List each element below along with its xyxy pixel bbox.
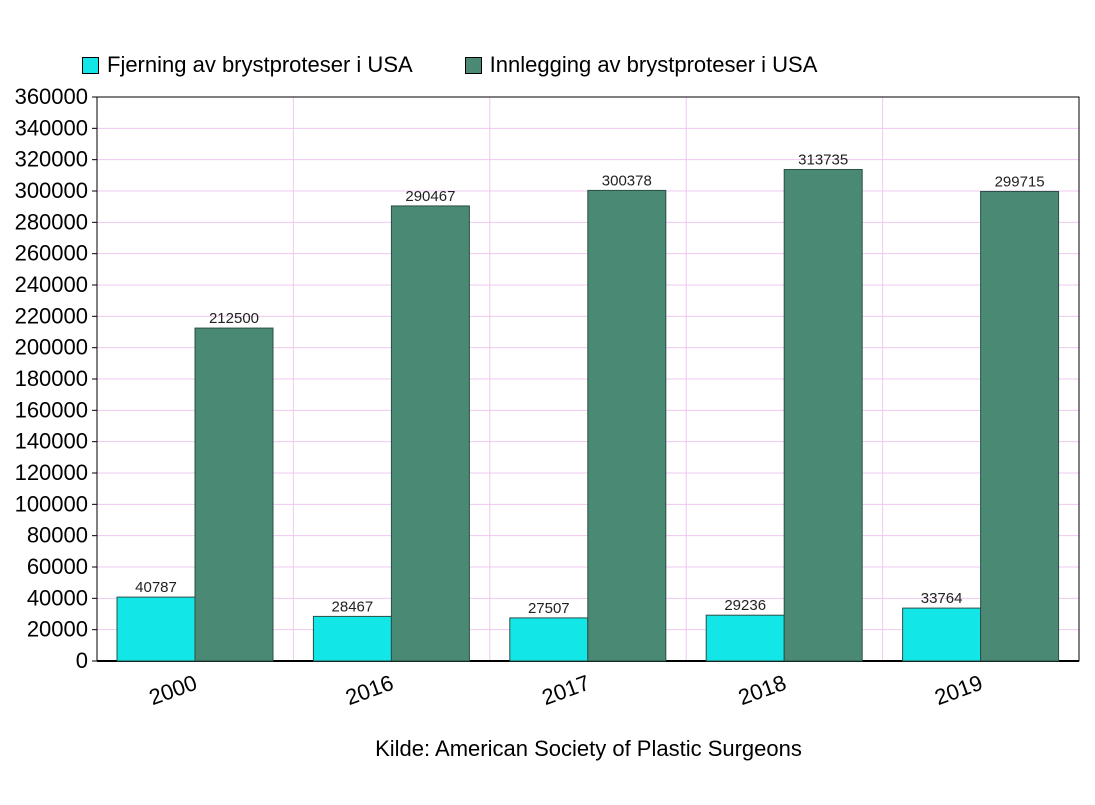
y-tick-label: 320000 <box>15 147 88 172</box>
y-tick-label: 40000 <box>27 585 88 610</box>
x-tick-label: 2018 <box>735 670 790 710</box>
y-tick-label: 340000 <box>15 115 88 140</box>
bar-insertion-2018 <box>783 168 863 662</box>
data-label: 290467 <box>405 188 455 205</box>
data-label: 313735 <box>798 151 848 168</box>
data-label: 212500 <box>209 310 259 327</box>
legend-label-insertion: Innlegging av brystproteser i USA <box>489 52 818 77</box>
y-tick-label: 80000 <box>27 523 88 548</box>
x-tick-label: 2017 <box>539 670 594 710</box>
x-tick-label: 2016 <box>342 670 397 710</box>
data-label: 300378 <box>602 172 652 189</box>
y-tick-label: 160000 <box>15 397 88 422</box>
x-tick-label: 2019 <box>931 670 986 710</box>
y-tick-label: 220000 <box>15 303 88 328</box>
bar-insertion-2016 <box>390 205 470 662</box>
bar-removal-2017 <box>509 617 589 662</box>
legend-item-removal: Fjerning av brystproteser i USA <box>82 52 413 78</box>
legend-swatch-insertion <box>464 56 482 74</box>
bar-insertion-2019 <box>980 190 1060 662</box>
bar-removal-2019 <box>902 607 982 662</box>
y-tick-label: 180000 <box>15 366 88 391</box>
y-tick-label: 60000 <box>27 554 88 579</box>
y-tick-label: 260000 <box>15 241 88 266</box>
bar-removal-2018 <box>705 614 785 662</box>
data-label: 28467 <box>332 598 374 615</box>
bar-removal-2016 <box>312 615 392 662</box>
y-tick-label: 20000 <box>27 617 88 642</box>
y-tick-label: 280000 <box>15 209 88 234</box>
data-label: 29236 <box>724 597 766 614</box>
legend-swatch-removal <box>82 56 99 74</box>
y-tick-label: 120000 <box>15 460 88 485</box>
data-label: 33764 <box>921 590 963 607</box>
y-tick-label: 140000 <box>15 429 88 454</box>
legend-item-insertion: Innlegging av brystproteser i USA <box>464 52 818 78</box>
legend: Fjerning av brystproteser i USA Innleggi… <box>82 52 869 78</box>
bar-insertion-2000 <box>194 327 274 662</box>
source-caption: Kilde: American Society of Plastic Surge… <box>375 736 802 761</box>
legend-label-removal: Fjerning av brystproteser i USA <box>107 52 413 77</box>
data-label: 27507 <box>528 600 570 617</box>
y-tick-label: 0 <box>76 648 88 673</box>
y-tick-label: 300000 <box>15 178 88 203</box>
y-tick-label: 360000 <box>15 84 88 109</box>
bar-removal-2000 <box>116 596 196 662</box>
y-tick-label: 100000 <box>15 491 88 516</box>
y-tick-label: 200000 <box>15 335 88 360</box>
data-label: 299715 <box>995 173 1045 190</box>
x-tick-label: 2000 <box>146 670 201 710</box>
data-label: 40787 <box>135 579 177 596</box>
y-tick-label: 240000 <box>15 272 88 297</box>
bar-insertion-2017 <box>587 189 667 662</box>
